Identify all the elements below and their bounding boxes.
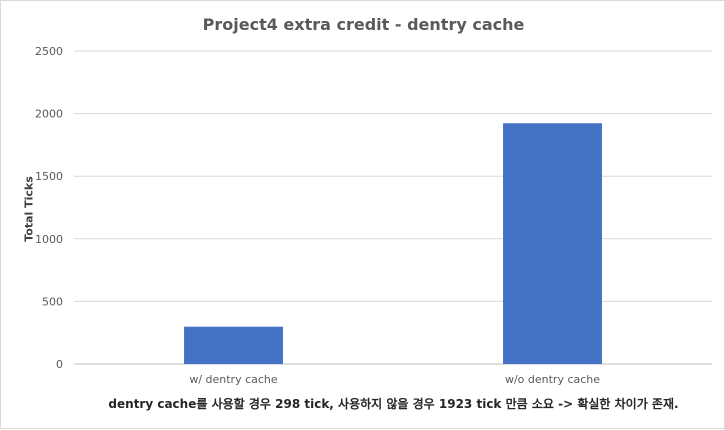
- y-tick-label: 1500: [35, 170, 63, 183]
- chart-title: Project4 extra credit - dentry cache: [202, 15, 525, 34]
- y-tick-label: 0: [56, 358, 63, 371]
- x-tick-label: w/o dentry cache: [505, 373, 600, 386]
- y-tick-label: 2000: [35, 108, 63, 121]
- y-tick-label: 1000: [35, 233, 63, 246]
- bar: [503, 123, 602, 364]
- chart-caption: dentry cache를 사용할 경우 298 tick, 사용하지 않을 경…: [108, 397, 679, 411]
- bar: [184, 326, 283, 364]
- x-tick-label: w/ dentry cache: [189, 373, 278, 386]
- y-tick-label: 2500: [35, 45, 63, 58]
- y-tick-label: 500: [42, 295, 63, 308]
